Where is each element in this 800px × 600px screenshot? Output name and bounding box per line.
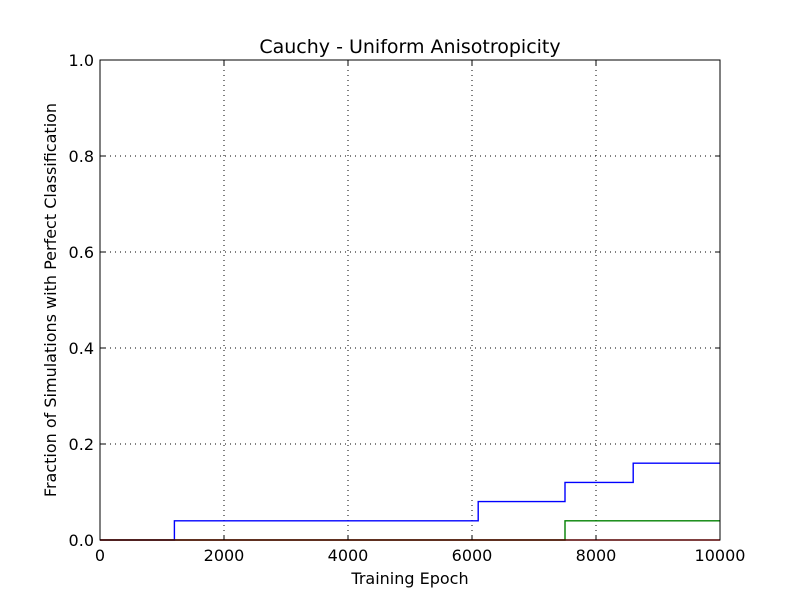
y-tick-label: 0.2: [69, 435, 94, 454]
y-tick-label: 0.4: [69, 339, 94, 358]
x-tick-label: 6000: [452, 546, 493, 565]
chart-title: Cauchy - Uniform Anisotropicity: [259, 36, 560, 58]
y-axis-label: Fraction of Simulations with Perfect Cla…: [41, 103, 60, 497]
x-tick-label: 10000: [695, 546, 746, 565]
x-tick-label: 2000: [204, 546, 245, 565]
x-tick-label: 4000: [328, 546, 369, 565]
x-tick-label: 8000: [576, 546, 617, 565]
y-tick-label: 0.6: [69, 243, 94, 262]
x-tick-label: 0: [95, 546, 105, 565]
y-tick-label: 0.0: [69, 531, 94, 550]
x-axis-label: Training Epoch: [350, 569, 468, 588]
y-tick-label: 1.0: [69, 51, 94, 70]
y-tick-label: 0.8: [69, 147, 94, 166]
